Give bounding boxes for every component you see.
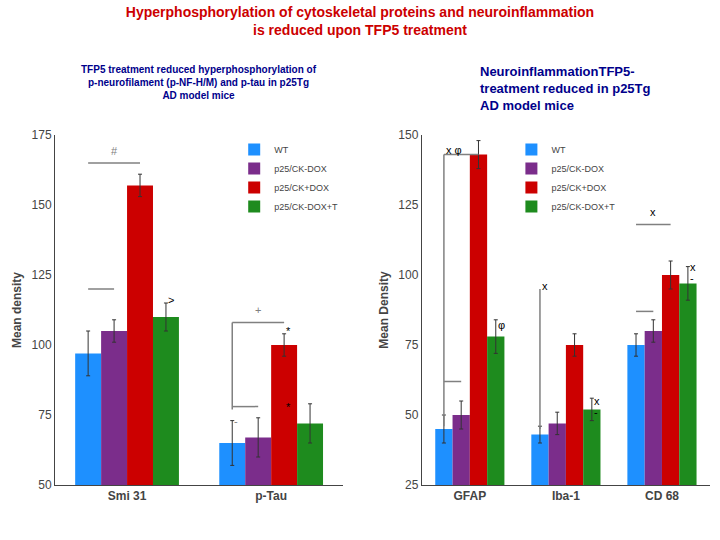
svg-text:Iba-1: Iba-1: [552, 489, 580, 503]
svg-text:100: 100: [398, 268, 418, 282]
svg-text:x: x: [594, 395, 600, 407]
svg-text:φ: φ: [498, 319, 505, 331]
svg-text:p25/CK-DOX+T: p25/CK-DOX+T: [551, 202, 615, 212]
svg-text:-: -: [690, 272, 694, 284]
svg-text:+: +: [255, 304, 261, 316]
svg-text:125: 125: [32, 268, 52, 282]
svg-text:WT: WT: [551, 145, 565, 155]
svg-text:Hyperphosphorylation of cytosk: Hyperphosphorylation of cytoskeletal pro…: [126, 4, 594, 38]
svg-text:150: 150: [32, 198, 52, 212]
svg-text:p25/CK-DOX+T: p25/CK-DOX+T: [274, 202, 338, 212]
svg-text:175: 175: [32, 128, 52, 142]
svg-text:x: x: [690, 261, 696, 273]
svg-text:x: x: [650, 206, 656, 218]
svg-text:50: 50: [38, 478, 52, 492]
svg-text:NeuroinflammationTFP5-treatmen: NeuroinflammationTFP5-treatment reduced …: [480, 64, 651, 113]
svg-text:50: 50: [405, 408, 419, 422]
svg-text:>: >: [168, 294, 174, 306]
svg-text:75: 75: [38, 408, 52, 422]
svg-text:p25/CK-DOX: p25/CK-DOX: [551, 164, 604, 174]
svg-text:p25/CK+DOX: p25/CK+DOX: [551, 183, 606, 193]
svg-text:TFP5 treatment reduced hyperph: TFP5 treatment reduced hyperphosphorylat…: [81, 64, 317, 101]
svg-text:*: *: [286, 401, 291, 413]
svg-text:WT: WT: [274, 145, 288, 155]
svg-text:100: 100: [32, 338, 52, 352]
svg-text:150: 150: [398, 128, 418, 142]
svg-text:*: *: [286, 325, 291, 337]
svg-text:75: 75: [405, 338, 419, 352]
svg-text:p25/CK-DOX: p25/CK-DOX: [274, 164, 327, 174]
svg-text:x φ: x φ: [446, 144, 462, 156]
svg-text:-: -: [594, 406, 598, 418]
svg-text:Mean Density: Mean Density: [377, 271, 391, 349]
svg-text:25: 25: [405, 478, 419, 492]
svg-text:125: 125: [398, 198, 418, 212]
svg-text:#: #: [111, 145, 118, 157]
svg-text:Mean density: Mean density: [10, 272, 24, 348]
svg-text:p-Tau: p-Tau: [255, 489, 287, 503]
svg-text:GFAP: GFAP: [453, 489, 486, 503]
svg-text:CD 68: CD 68: [645, 489, 679, 503]
svg-text:x: x: [542, 280, 548, 292]
svg-text:p25/CK+DOX: p25/CK+DOX: [274, 183, 329, 193]
svg-text:Smi 31: Smi 31: [108, 489, 147, 503]
svg-text:-: -: [234, 415, 238, 427]
